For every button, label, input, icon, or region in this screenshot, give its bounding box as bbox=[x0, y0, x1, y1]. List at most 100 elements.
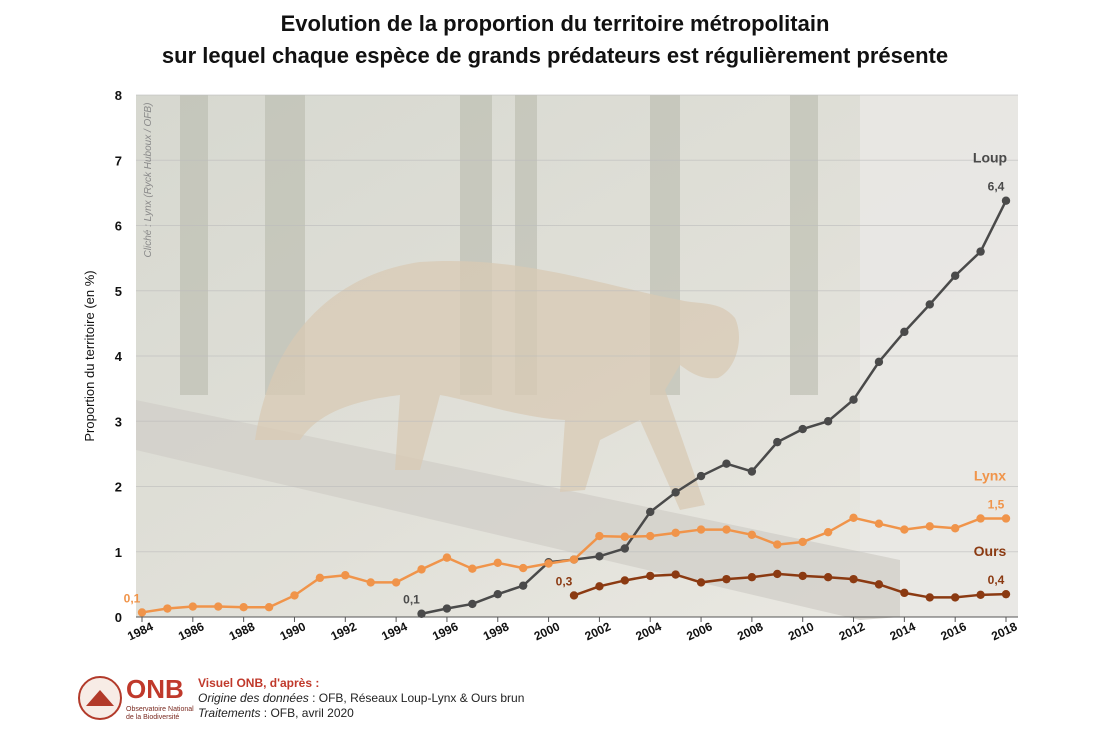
footer: ONB Observatoire National de la Biodiver… bbox=[72, 672, 632, 728]
point-ours bbox=[950, 593, 960, 602]
point-loup bbox=[1001, 196, 1011, 205]
point-loup bbox=[442, 604, 452, 613]
point-loup bbox=[950, 271, 960, 280]
point-lynx bbox=[696, 525, 706, 534]
point-loup bbox=[417, 609, 426, 618]
point-lynx bbox=[290, 591, 299, 600]
point-lynx bbox=[442, 553, 452, 562]
series-layer bbox=[137, 196, 1011, 618]
x-tick-label: 1990 bbox=[278, 619, 308, 643]
series-line-ours bbox=[573, 572, 1007, 599]
point-lynx bbox=[137, 608, 147, 617]
point-lynx bbox=[468, 564, 477, 573]
y-tick-label: 6 bbox=[115, 219, 122, 234]
credit-treatment-label: Traitements bbox=[198, 706, 261, 720]
point-lynx bbox=[976, 514, 985, 523]
point-lynx bbox=[315, 573, 325, 583]
point-lynx bbox=[925, 522, 934, 531]
point-loup bbox=[493, 589, 502, 599]
series-name-lynx: Lynx bbox=[974, 467, 1006, 483]
y-tick-label: 0 bbox=[115, 610, 122, 625]
point-ours bbox=[646, 571, 655, 581]
point-lynx bbox=[747, 530, 757, 539]
point-loup bbox=[976, 247, 985, 256]
point-ours bbox=[1001, 589, 1011, 599]
x-tick-label: 2014 bbox=[888, 619, 918, 643]
point-lynx bbox=[366, 578, 375, 587]
point-loup bbox=[773, 437, 782, 447]
point-lynx bbox=[518, 563, 528, 573]
logo-emblem bbox=[78, 676, 122, 720]
start-label-ours: 0,3 bbox=[556, 574, 573, 588]
point-loup bbox=[671, 488, 680, 497]
credit-head: Visuel ONB, d'après : bbox=[198, 676, 320, 690]
x-tick-label: 2010 bbox=[786, 619, 816, 643]
onb-logo: ONB Observatoire National de la Biodiver… bbox=[72, 674, 194, 726]
point-loup bbox=[874, 357, 884, 367]
point-lynx bbox=[874, 519, 884, 528]
point-lynx bbox=[188, 602, 198, 611]
x-tick-label: 1986 bbox=[176, 619, 206, 643]
point-ours bbox=[595, 582, 604, 591]
x-tick-label: 1984 bbox=[125, 619, 155, 643]
point-ours bbox=[900, 588, 909, 598]
tree-trunk bbox=[180, 95, 208, 395]
fallen-log bbox=[136, 400, 900, 620]
point-lynx bbox=[671, 528, 680, 538]
line-chart: 0 1 2 3 4 5 6 7 8 1984 1986 1988 1990 1992 1994 1996 199… bbox=[82, 88, 1020, 643]
point-lynx bbox=[823, 527, 833, 537]
x-tick-label: 1988 bbox=[227, 619, 257, 643]
gridlines bbox=[136, 94, 1018, 553]
x-tick-label: 1996 bbox=[430, 619, 460, 643]
point-loup bbox=[900, 327, 909, 337]
point-lynx bbox=[646, 531, 655, 541]
point-ours bbox=[798, 571, 807, 581]
point-ours bbox=[976, 590, 985, 600]
series-name-ours: Ours bbox=[974, 543, 1007, 559]
x-tick-label: 1998 bbox=[481, 619, 511, 643]
y-tick-label: 4 bbox=[115, 349, 123, 364]
labels-layer: 0,1 6,4 Loup 0,1 1,5 Lynx 0,3 0,4 Ours bbox=[124, 150, 1007, 607]
point-ours bbox=[925, 593, 934, 602]
x-tick-label: 1994 bbox=[379, 619, 409, 643]
x-tick-label: 2004 bbox=[633, 619, 663, 643]
point-lynx bbox=[1001, 514, 1011, 523]
start-label-lynx: 0,1 bbox=[124, 591, 141, 605]
point-ours bbox=[620, 576, 630, 585]
series-line-loup bbox=[421, 200, 1008, 615]
end-label-ours: 0,4 bbox=[988, 573, 1005, 587]
point-loup bbox=[722, 459, 731, 468]
y-tick-label: 8 bbox=[115, 88, 122, 103]
point-lynx bbox=[722, 525, 731, 534]
lynx-photo-background bbox=[136, 95, 1018, 620]
x-tick-label: 2008 bbox=[735, 619, 765, 643]
point-lynx bbox=[900, 525, 909, 534]
point-ours bbox=[722, 574, 731, 584]
point-loup bbox=[595, 552, 604, 561]
point-lynx bbox=[620, 532, 630, 541]
point-loup bbox=[646, 507, 655, 517]
end-label-loup: 6,4 bbox=[988, 180, 1005, 194]
point-loup bbox=[747, 467, 757, 476]
x-tick-label: 2012 bbox=[837, 619, 867, 643]
x-tick-label: 2018 bbox=[989, 619, 1019, 643]
y-tick-label: 1 bbox=[115, 545, 122, 560]
point-lynx bbox=[214, 602, 223, 611]
y-tick-label: 2 bbox=[115, 480, 122, 495]
point-lynx bbox=[341, 571, 350, 580]
point-lynx bbox=[239, 603, 248, 612]
point-ours bbox=[747, 572, 757, 582]
point-loup bbox=[849, 395, 858, 404]
point-lynx bbox=[163, 604, 172, 613]
point-ours bbox=[569, 591, 579, 600]
lynx-silhouette bbox=[255, 260, 739, 510]
point-ours bbox=[773, 569, 782, 579]
x-tick-label: 2016 bbox=[938, 619, 968, 643]
y-axis-label: Proportion du territoire (en %) bbox=[82, 270, 97, 441]
credit-source: Origine des données : OFB, Réseaux Loup-… bbox=[198, 691, 524, 706]
end-label-lynx: 1,5 bbox=[988, 497, 1005, 511]
point-loup bbox=[696, 471, 706, 481]
x-tick-label: 2002 bbox=[583, 619, 613, 643]
credit-source-value: : OFB, Réseaux Loup-Lynx & Ours brun bbox=[308, 691, 525, 705]
photo-credit: Cliché : Lynx (Ryck Huboux / OFB) bbox=[143, 103, 154, 258]
